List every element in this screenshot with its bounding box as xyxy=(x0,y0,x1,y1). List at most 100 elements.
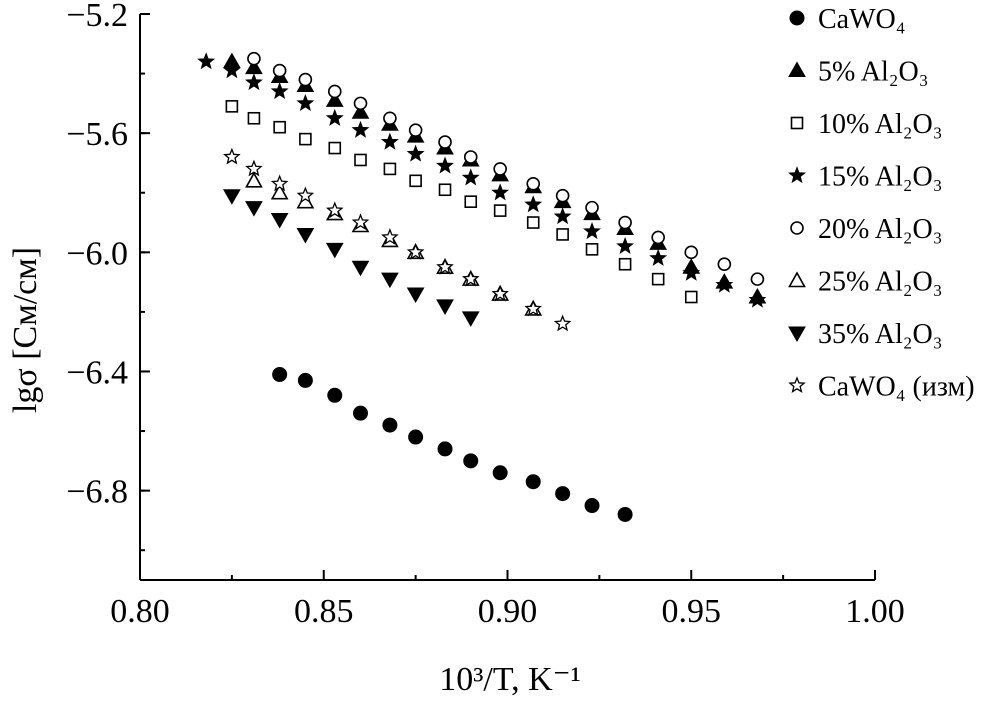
data-point xyxy=(325,242,344,259)
data-point xyxy=(225,100,239,113)
data-point xyxy=(408,429,424,445)
data-point xyxy=(270,174,289,192)
data-point xyxy=(270,183,289,200)
data-point xyxy=(717,257,732,272)
data-point xyxy=(296,93,315,111)
data-point xyxy=(463,150,478,164)
data-point xyxy=(436,257,454,275)
data-point xyxy=(245,171,263,188)
data-point xyxy=(436,299,454,315)
data-point xyxy=(223,147,241,165)
data-point xyxy=(438,135,452,149)
x-tick-label: 0.85 xyxy=(294,593,354,630)
data-point xyxy=(327,387,343,403)
data-point xyxy=(325,108,344,126)
data-point xyxy=(297,372,313,388)
series-3 xyxy=(225,100,698,304)
data-point xyxy=(325,201,344,219)
data-point xyxy=(382,417,398,433)
data-point xyxy=(272,63,287,78)
legend-marker xyxy=(788,61,806,77)
x-tick-label: 0.80 xyxy=(110,593,170,630)
data-point xyxy=(270,213,289,229)
data-point xyxy=(351,120,370,138)
data-point xyxy=(524,195,543,213)
legend-marker xyxy=(790,116,804,130)
x-tick-label: 1.00 xyxy=(845,593,905,630)
series-4 xyxy=(197,52,767,308)
data-point xyxy=(651,272,665,286)
data-point xyxy=(750,272,765,286)
legend: CaWO₄ 5% Al₂O₃ 10% Al₂O₃ 15% Al₂O₃ 20% Al₂O₃… xyxy=(788,4,975,403)
data-point xyxy=(553,207,572,225)
data-point xyxy=(299,132,312,146)
data-point xyxy=(524,299,543,317)
data-point xyxy=(351,103,370,119)
data-point xyxy=(353,96,368,111)
data-point xyxy=(383,162,397,176)
data-point xyxy=(272,366,288,382)
legend-label: 20% Al₂O₃ xyxy=(818,214,943,245)
data-point xyxy=(406,144,425,162)
series-2 xyxy=(223,52,767,304)
legend-label: 10% Al₂O₃ xyxy=(818,109,943,140)
data-point xyxy=(327,84,342,99)
data-point xyxy=(270,82,289,100)
series-8 xyxy=(223,147,572,332)
y-ticks: −5.2 −5.6 −6.0 −6.4 −6.8 xyxy=(66,0,150,552)
x-tick-label: 0.95 xyxy=(662,593,722,630)
data-point xyxy=(585,243,599,256)
data-point xyxy=(245,201,263,217)
data-point xyxy=(584,498,600,514)
legend-marker xyxy=(788,166,806,184)
data-point xyxy=(491,284,509,302)
data-point xyxy=(408,123,423,137)
data-point xyxy=(244,73,263,91)
data-point xyxy=(651,230,665,245)
data-point xyxy=(684,290,698,304)
y-tick-label: −6.4 xyxy=(66,354,128,391)
data-point xyxy=(409,174,422,188)
data-point xyxy=(351,213,370,230)
data-point xyxy=(197,52,216,70)
legend-label: CaWO₄ (изм) xyxy=(818,372,975,403)
data-point xyxy=(383,111,397,126)
data-point xyxy=(493,204,507,217)
x-axis-title: 10³/T, K⁻¹ xyxy=(439,661,581,698)
data-point xyxy=(298,72,313,87)
data-point xyxy=(556,228,569,241)
data-point xyxy=(618,215,632,230)
data-point xyxy=(526,177,541,191)
x-tick-label: 0.90 xyxy=(478,593,538,630)
data-point xyxy=(715,275,734,293)
data-point xyxy=(493,162,507,176)
data-point xyxy=(436,156,454,174)
data-point xyxy=(354,153,367,167)
series-1 xyxy=(272,366,633,522)
data-point xyxy=(684,245,699,260)
data-point xyxy=(585,200,599,215)
legend-label: 35% Al₂O₃ xyxy=(818,319,943,350)
y-tick-label: −5.2 xyxy=(66,0,128,34)
data-point xyxy=(245,159,263,177)
legend-label: CaWO₄ xyxy=(818,4,906,35)
data-point xyxy=(353,405,368,421)
data-point xyxy=(438,183,452,197)
data-point xyxy=(461,269,480,287)
data-point xyxy=(555,486,571,502)
legend-marker xyxy=(788,376,806,393)
data-point xyxy=(381,272,399,289)
y-tick-label: −5.6 xyxy=(66,116,128,153)
y-tick-label: −6.0 xyxy=(66,235,128,272)
legend-marker xyxy=(788,326,806,343)
data-point xyxy=(325,91,344,107)
series-5 xyxy=(247,51,765,286)
x-ticks: 0.80 0.85 0.90 0.95 1.00 xyxy=(110,570,905,630)
data-point xyxy=(247,111,261,125)
data-point xyxy=(351,260,370,277)
data-point xyxy=(525,474,541,490)
data-point xyxy=(380,132,399,150)
series-7 xyxy=(223,189,480,327)
data-point xyxy=(296,186,315,204)
